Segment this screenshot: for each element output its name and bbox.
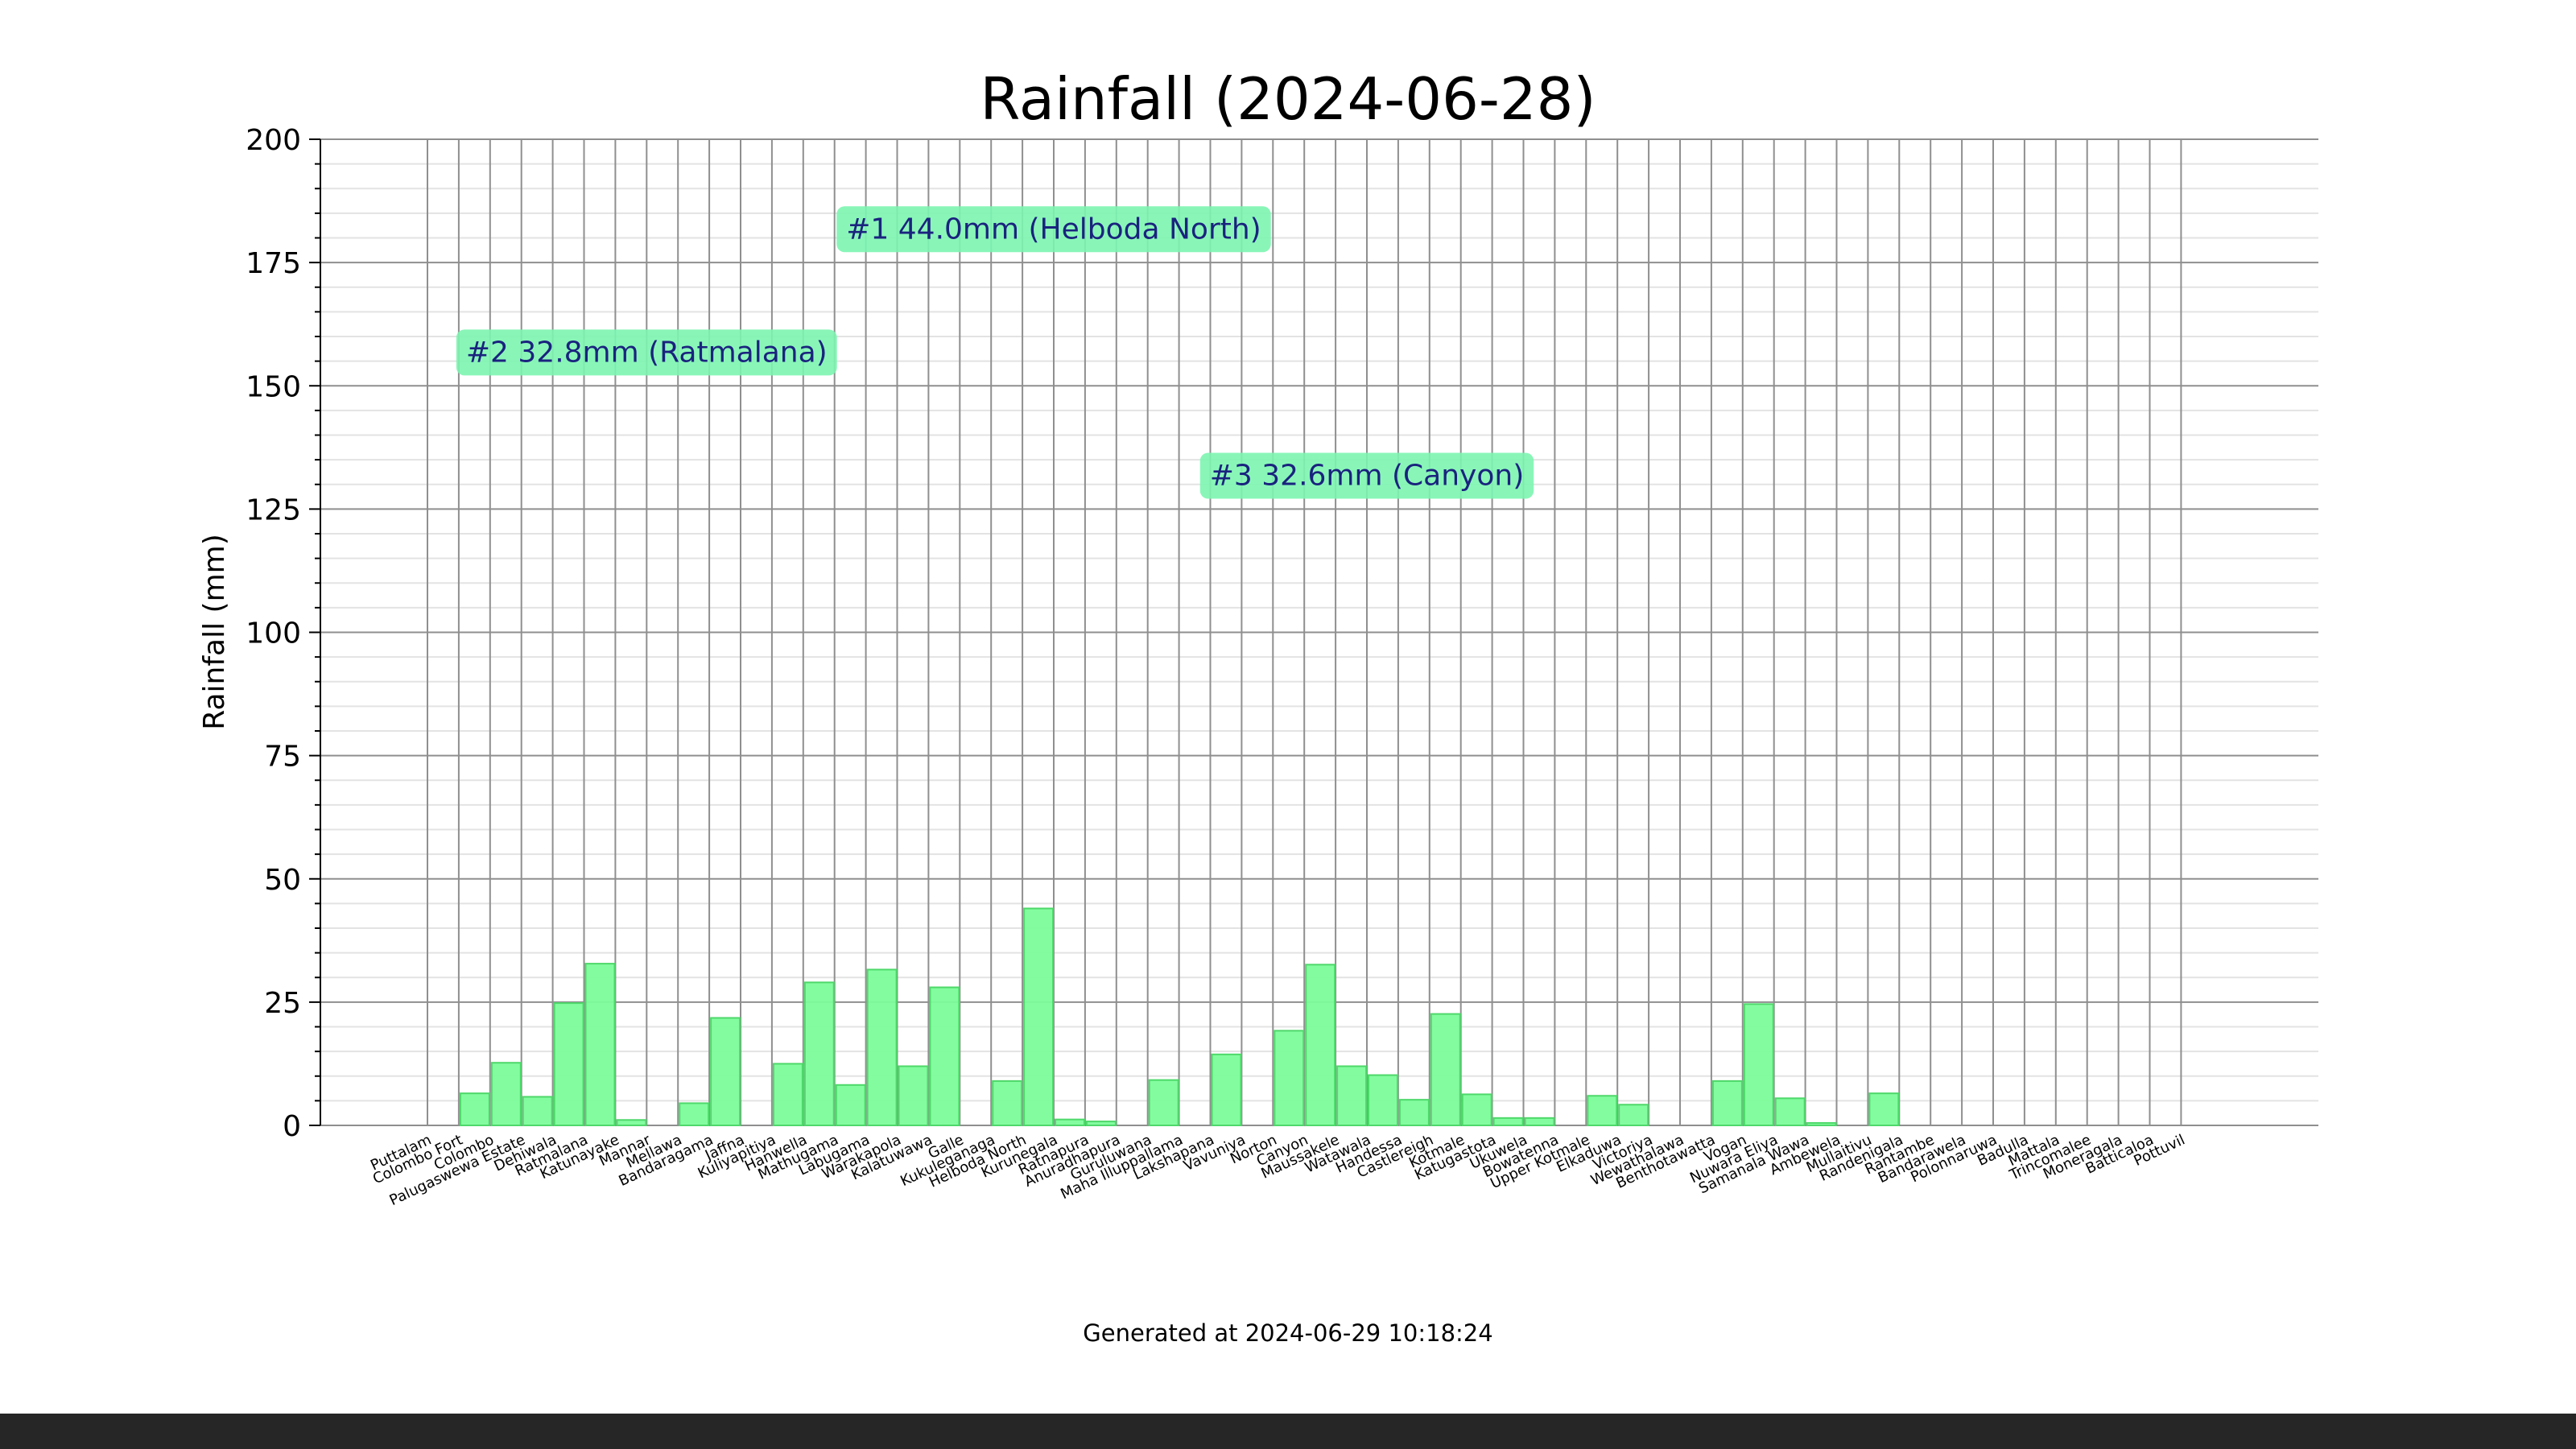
bar-canyon (1305, 964, 1336, 1126)
bar-ratmalana (584, 963, 616, 1126)
bar-hanwella (803, 981, 835, 1126)
bar-benthotawatta (1711, 1080, 1743, 1126)
annotation-text: #1 44.0mm (Helboda North) (846, 213, 1261, 246)
bar-kalatuwawa (929, 986, 960, 1126)
y-tick-label: 100 (246, 617, 301, 650)
y-tick-label: 75 (264, 741, 301, 774)
bar-castlereigh (1430, 1013, 1461, 1126)
bar-dehiwala (553, 1002, 584, 1126)
grid-lines (320, 138, 2318, 1126)
bar-bandaragama (710, 1017, 741, 1126)
y-tick-label: 150 (246, 370, 301, 403)
bar-labugama (866, 968, 898, 1126)
bar-watawala (1368, 1074, 1398, 1127)
y-tick-label: 25 (264, 987, 301, 1020)
annotation-callout: #2 32.8mm (Ratmalana) (456, 329, 837, 376)
annotation-text: #3 32.6mm (Canyon) (1210, 460, 1525, 493)
bar-palugaswewa-estate (522, 1096, 553, 1126)
bar-warakapola (898, 1065, 929, 1126)
chart-title: Rainfall (2024-06-28) (980, 65, 1596, 133)
bar-ukuwela (1524, 1117, 1555, 1126)
bar-vogan (1743, 1003, 1774, 1126)
bar-maussakele (1336, 1065, 1368, 1126)
bar-kotmale (1461, 1093, 1492, 1126)
annotation-text: #2 32.8mm (Ratmalana) (466, 336, 828, 369)
bar-mullaitivu (1868, 1092, 1900, 1126)
y-tick-label: 200 (246, 124, 301, 157)
y-axis: 0 25 50 75 100 125 150 175 200 (246, 124, 321, 1143)
bar-nuwara-eliya (1774, 1097, 1806, 1126)
annotation-callout: #3 32.6mm (Canyon) (1199, 452, 1534, 499)
bar-norton (1274, 1030, 1305, 1127)
annotation-box (836, 206, 1271, 253)
bar-kuliyapitiya (772, 1063, 803, 1126)
bar-helboda-north (1023, 907, 1055, 1126)
bar-handessa (1398, 1099, 1430, 1127)
annotations: #1 44.0mm (Helboda North) #2 32.8mm (Ratm… (456, 206, 1534, 499)
annotation-box (456, 329, 837, 376)
bar-samanala-wawa (1806, 1121, 1837, 1126)
y-tick-label: 175 (246, 247, 301, 280)
bars (459, 907, 1900, 1127)
y-tick-label: 50 (264, 864, 301, 897)
bar-guruluwana (1148, 1079, 1179, 1127)
bar-upper-kotmale (1587, 1095, 1618, 1126)
generated-timestamp: Generated at 2024-06-29 10:18:24 (1083, 1319, 1492, 1347)
bar-kurunegala (1055, 1118, 1085, 1127)
y-axis-label: Rainfall (mm) (198, 534, 231, 730)
bar-colombo (490, 1062, 522, 1127)
bar-katunayake (616, 1119, 647, 1126)
footer-bar (0, 1414, 2576, 1449)
bar-mathugama (835, 1084, 866, 1127)
bar-kukuleganaga (992, 1080, 1023, 1126)
bar-colombo-fort (459, 1092, 490, 1126)
bar-ratnapura (1085, 1121, 1117, 1126)
annotation-callout: #1 44.0mm (Helboda North) (836, 206, 1271, 253)
bar-mellawa (679, 1102, 710, 1126)
y-tick-label: 0 (283, 1110, 301, 1143)
y-tick-label: 125 (246, 493, 301, 526)
bar-lakshapana (1211, 1053, 1242, 1127)
annotation-box (1199, 452, 1534, 499)
bar-katugastota (1492, 1117, 1524, 1126)
bar-elkaduwa (1618, 1104, 1649, 1127)
